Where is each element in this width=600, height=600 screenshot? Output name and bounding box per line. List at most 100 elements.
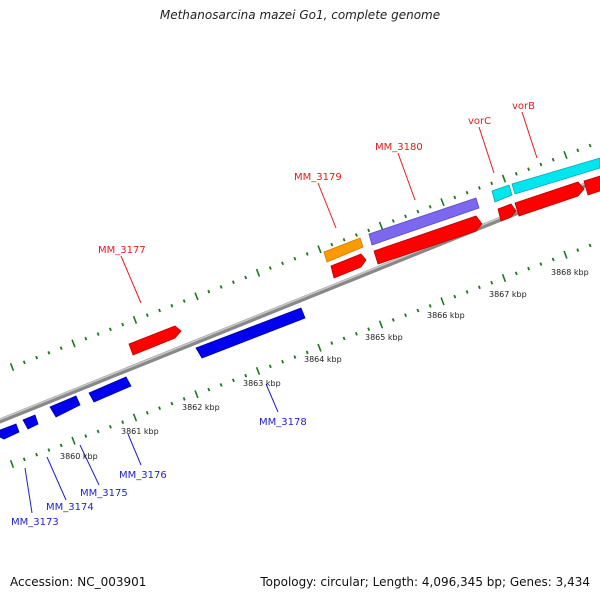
upper-minor-tick [416,209,420,214]
lower-minor-tick [477,285,481,290]
upper-minor-tick [354,233,358,237]
label-mm3180: MM_3180 [375,142,423,153]
upper-minor-tick [84,336,88,341]
upper-minor-tick [391,219,395,223]
label-mm3177: MM_3177 [98,245,146,256]
lower-major-tick [194,390,199,399]
lower-minor-tick [293,355,297,359]
lower-minor-tick [35,452,39,457]
gene-mm3180[interactable] [368,197,480,246]
upper-tick-row [9,143,592,372]
upper-minor-tick [145,313,149,317]
gene-vorb[interactable] [511,157,600,195]
lower-minor-tick [465,290,469,294]
scale-label-3863: 3863 kbp [243,379,281,388]
genome-summary-text: Topology: circular; Length: 4,096,345 bp… [260,575,590,589]
lower-major-tick [440,297,445,306]
upper-minor-tick [330,242,334,247]
upper-minor-tick [108,327,112,332]
lower-minor-tick [96,429,100,434]
upper-minor-tick [59,346,63,350]
label-mm3173: MM_3173 [11,517,59,528]
lower-minor-tick [330,341,334,345]
label-mm3179: MM_3179 [294,172,342,183]
gene-next-forward[interactable] [583,175,600,196]
gene-vorc-b[interactable] [497,203,517,222]
gene-mm3178[interactable] [195,307,306,359]
lower-major-tick [9,459,15,469]
lower-minor-tick [354,331,358,336]
lower-major-tick [255,366,261,376]
upper-minor-tick [47,351,51,355]
scale-label-3865: 3865 kbp [365,333,403,342]
lower-minor-tick [207,387,211,392]
upper-major-tick [9,362,15,372]
lower-minor-tick [588,243,592,248]
label-mm3178: MM_3178 [259,417,307,428]
upper-minor-tick [207,289,211,294]
gene-mm3179[interactable] [323,237,364,263]
lower-minor-tick [514,271,518,276]
lower-minor-tick [145,411,149,415]
scale-label-3866: 3866 kbp [427,311,465,320]
upper-major-tick [194,292,199,301]
lower-minor-tick [182,397,186,401]
lower-minor-tick [428,304,432,308]
lower-major-tick [317,343,322,352]
label-vorc: vorC [468,116,491,127]
upper-major-tick [255,268,261,277]
upper-minor-tick [514,172,518,176]
upper-minor-tick [35,355,39,360]
gene-vorb-b[interactable] [514,181,585,217]
gene-mm3180b[interactable] [373,215,483,265]
upper-major-tick [132,315,138,324]
lower-minor-tick [281,359,285,364]
lower-minor-tick [108,424,112,429]
lower-major-tick [71,436,76,445]
lower-minor-tick [268,364,272,369]
label-vorb: vorB [512,101,535,112]
upper-minor-tick [96,332,100,336]
label-mm3175: MM_3175 [80,488,128,499]
gene-mm3175[interactable] [49,395,81,418]
lower-minor-tick [47,448,51,452]
upper-minor-tick [551,157,555,162]
scale-label-3860: 3860 kbp [60,452,98,461]
gene-mm3173[interactable] [0,423,20,440]
gene-mm3177[interactable] [128,325,182,356]
gene-mm3174[interactable] [22,414,39,430]
upper-minor-tick [588,143,592,148]
upper-minor-tick [527,167,531,171]
upper-minor-tick [490,181,494,186]
forward-gene-labels: MM_3177 MM_3179 MM_3180 vorC vorB [98,101,538,304]
upper-major-tick [378,221,384,230]
upper-minor-tick [404,214,408,219]
upper-minor-tick [477,186,481,190]
upper-minor-tick [293,256,297,261]
lower-minor-tick [416,308,420,313]
upper-minor-tick [170,303,174,308]
map-title: Methanosarcina mazei Go1, complete genom… [159,8,441,22]
lower-minor-tick [404,313,408,318]
lower-tick-row [9,243,592,469]
gene-mm3176[interactable] [88,376,132,403]
reverse-gene-labels: MM_3173 MM_3174 MM_3175 MM_3176 MM_3178 [11,383,307,528]
scale-label-3868: 3868 kbp [551,268,589,277]
upper-minor-tick [576,148,580,153]
lower-minor-tick [121,420,125,424]
upper-minor-tick [244,275,248,280]
upper-major-tick [71,339,76,348]
gene-vorc[interactable] [491,184,513,203]
upper-minor-tick [182,299,186,303]
lower-minor-tick [219,383,223,387]
upper-minor-tick [281,261,285,266]
lower-minor-tick [490,280,494,285]
lower-minor-tick [244,373,248,378]
lower-minor-tick [527,266,531,271]
lower-major-tick [378,320,384,329]
scale-label-3864: 3864 kbp [304,355,342,364]
label-mm3176: MM_3176 [119,470,167,481]
gene-mm3179b[interactable] [330,253,367,279]
lower-minor-tick [551,257,555,262]
scale-labels: 3860 kbp 3861 kbp 3862 kbp 3863 kbp 3864… [60,268,589,461]
